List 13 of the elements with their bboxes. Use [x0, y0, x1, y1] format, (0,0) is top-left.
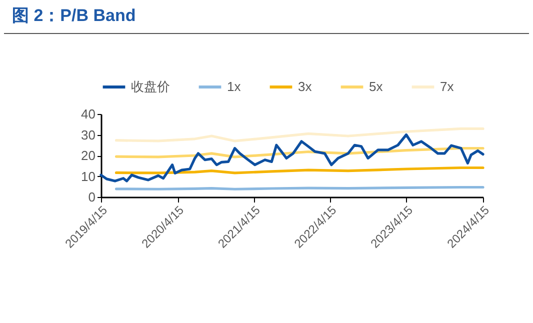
line-series [114, 127, 484, 142]
y-tick-label: 20 [81, 148, 96, 163]
legend-label: 收盘价 [131, 79, 170, 94]
y-tick-label: 30 [81, 127, 96, 142]
chart-title: 图 2：P/B Band [4, 0, 529, 34]
legend-label: 3x [298, 79, 312, 94]
y-tick-label: 0 [88, 190, 96, 204]
line-series [100, 133, 484, 182]
legend-label: 5x [369, 79, 384, 94]
y-tick-label: 10 [81, 168, 96, 184]
y-tick-label: 40 [81, 106, 96, 122]
legend-label: 1x [227, 79, 242, 94]
legend-label: 7x [440, 79, 454, 94]
